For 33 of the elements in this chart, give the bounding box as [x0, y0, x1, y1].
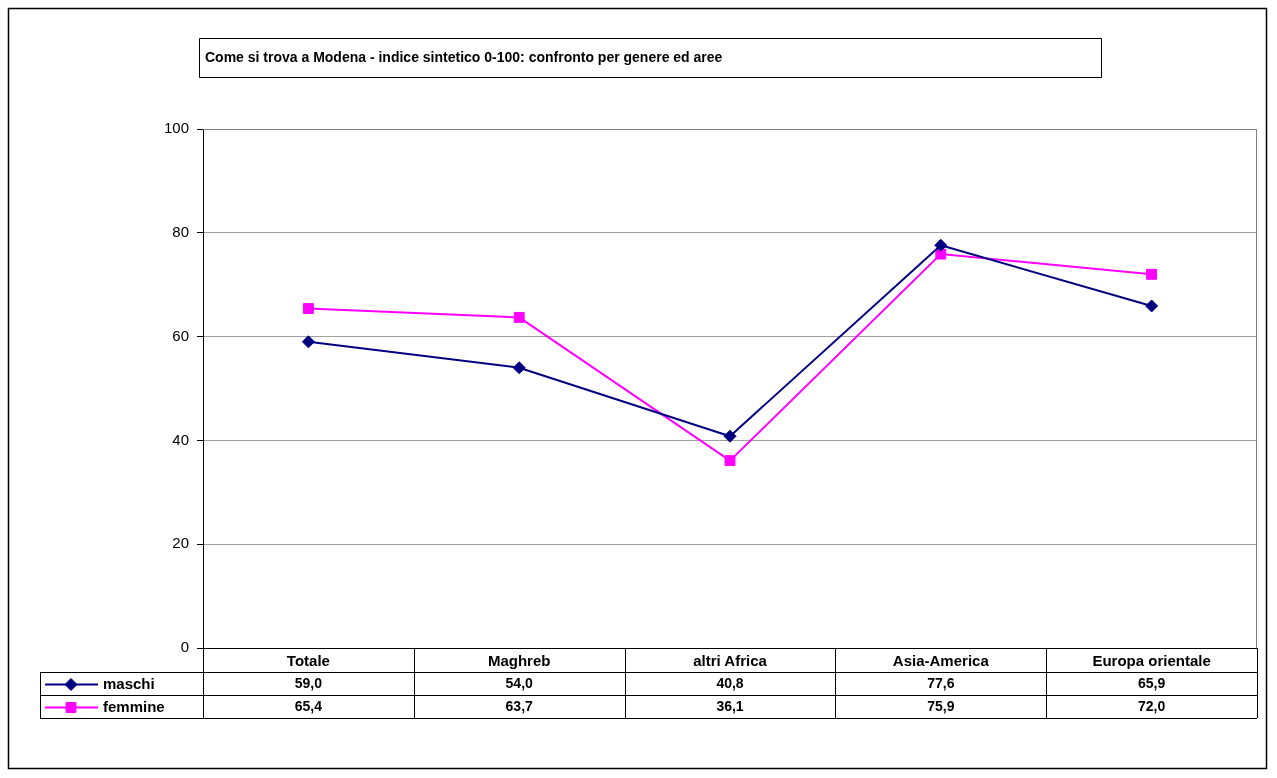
x-tick-label: Europa orientale: [1092, 652, 1211, 670]
point: [1146, 268, 1158, 280]
point: [1145, 299, 1159, 313]
legend-label: femmine: [103, 697, 165, 715]
data-label: 77,6: [927, 675, 955, 692]
y-tick-label: 60: [172, 326, 189, 344]
data-label: 75,9: [927, 698, 955, 715]
data-label: 59,0: [294, 675, 323, 692]
point: [301, 335, 315, 349]
point: [512, 361, 526, 375]
y-tick-label: 80: [172, 222, 189, 240]
chart-title: Come si trova a Modena - indice sintetico 0-100: confronto per genere ed aree: [205, 48, 723, 65]
data-label: 54,0: [505, 675, 534, 692]
point: [302, 303, 314, 315]
data-label: 65,9: [1137, 675, 1166, 692]
x-tick-label: altri Africa: [693, 652, 768, 670]
data-label: 72,0: [1137, 698, 1166, 715]
point: [934, 238, 948, 252]
point: [513, 311, 525, 323]
x-tick-label: Maghreb: [487, 652, 551, 670]
y-tick-label: 20: [172, 534, 189, 552]
y-tick-label: 100: [163, 119, 189, 137]
data-label: 36,1: [716, 698, 744, 715]
data-label: 40,8: [716, 675, 744, 692]
legend-label: maschi: [103, 674, 155, 692]
y-tick-label: 0: [180, 638, 189, 656]
point: [724, 455, 736, 467]
y-tick-label: 40: [172, 430, 189, 448]
x-tick-label: Asia-America: [892, 652, 990, 670]
data-label: 65,4: [294, 698, 323, 715]
x-tick-label: Totale: [286, 652, 330, 670]
data-label: 63,7: [505, 698, 534, 715]
point: [723, 429, 737, 443]
